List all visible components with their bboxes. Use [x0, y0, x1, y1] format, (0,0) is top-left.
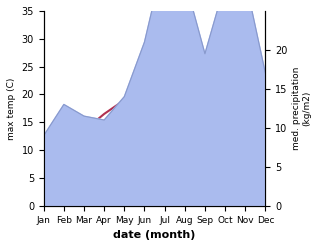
- X-axis label: date (month): date (month): [114, 230, 196, 240]
- Y-axis label: max temp (C): max temp (C): [7, 77, 16, 140]
- Y-axis label: med. precipitation
(kg/m2): med. precipitation (kg/m2): [292, 67, 311, 150]
